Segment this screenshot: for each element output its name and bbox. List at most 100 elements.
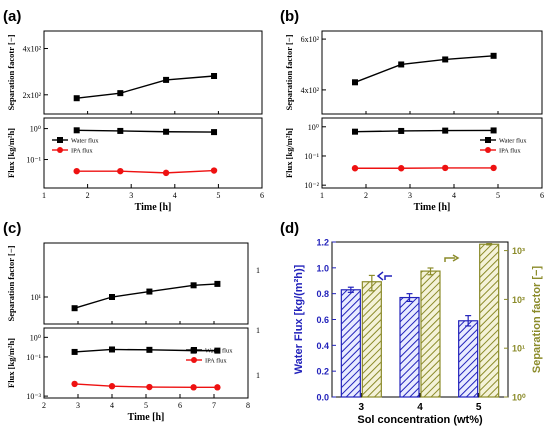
a-top-frame: [43, 30, 263, 115]
d-left-ytick-label: 0.6: [316, 315, 329, 325]
d-bar: [399, 296, 420, 398]
b-bottom-legend-marker: [485, 137, 491, 143]
b-bottom-point: [351, 165, 359, 172]
a-bottom-point: [73, 167, 80, 175]
c-bottom-legend-marker: [191, 357, 197, 363]
d-left-ytick-label: 0.4: [316, 341, 329, 351]
c-top-point: [109, 294, 115, 300]
d-left-ytick-label: 0.2: [316, 367, 329, 377]
b-xtick-label: 4: [452, 191, 456, 200]
b-bottom-point: [490, 164, 497, 172]
b-bottom-point: [490, 127, 497, 134]
a-bottom-point: [117, 127, 124, 134]
b-top-point: [442, 56, 449, 63]
panel-label-d: (d): [280, 220, 299, 237]
b-bottom-point: [398, 127, 405, 134]
c-xtick-label: 8: [246, 401, 250, 410]
c-top-ytick-label: 10¹: [31, 293, 42, 302]
c-xtick-label: 4: [110, 401, 114, 410]
a-top-point: [117, 90, 124, 97]
stray-mark-2: 1: [256, 326, 260, 335]
b-top-frame: [321, 30, 543, 115]
b-bottom-legend-marker: [485, 147, 491, 153]
chart-d: 0.0 0.2 0.4 0.6 0.8 1.0 1.2 10⁰ 10¹ 10² 10³ Water F…: [293, 238, 543, 427]
a-xtick-label: 5: [216, 191, 220, 200]
c-bottom-ytick-label: 10⁰: [30, 333, 41, 342]
a-bottom-point: [73, 127, 80, 134]
b-top-point: [352, 79, 358, 86]
b-top-ytick-label: 4x10²: [301, 86, 320, 95]
d-arrow-left-axis: [376, 271, 392, 281]
chart-c: 10¹ Separation factor [−] 10⁰ 10⁻¹ 10⁻³ Flux …: [6, 242, 250, 423]
a-top-series-line: [76, 75, 215, 99]
b-top-ylabel: Separation factor [−]: [284, 34, 294, 110]
a-bottom-ytick-label: 10⁻¹: [26, 156, 41, 165]
a-xtick-label: 1: [42, 191, 46, 200]
d-xtick-label: 4: [417, 402, 423, 413]
d-bar: [361, 281, 382, 398]
stray-mark-3: 1: [256, 371, 260, 380]
d-arrow-right-axis: [444, 254, 460, 262]
b-top-point: [490, 52, 497, 59]
c-bottom-point: [108, 383, 116, 390]
c-bottom-legend-label: IPA flux: [205, 358, 227, 365]
d-left-ytick-label: 1.0: [316, 263, 329, 273]
d-left-ylabel: Water Flux [kg/(m²h)]: [293, 264, 305, 374]
d-bar: [479, 243, 500, 398]
panel-label-c: (c): [3, 220, 21, 237]
d-right-ytick-label: 10⁰: [512, 393, 526, 403]
stray-mark-1: 1: [256, 266, 260, 275]
d-left-ytick-label: 0.8: [316, 289, 329, 299]
c-xlabel: Time [h]: [128, 412, 165, 423]
a-bottom-frame: [43, 117, 263, 189]
b-bottom-legend-label: Water flux: [499, 138, 527, 145]
c-top-point: [146, 288, 153, 295]
c-xtick-label: 3: [76, 401, 80, 410]
a-bottom-point: [162, 169, 170, 177]
c-bottom-legend-marker: [191, 347, 197, 353]
a-bottom-point: [117, 167, 124, 175]
b-top-series-line: [354, 55, 494, 83]
c-bottom-point: [214, 347, 221, 354]
a-top-point: [163, 76, 170, 83]
a-xtick-label: 6: [260, 191, 264, 200]
b-bottom-ytick-label: 10⁻¹: [304, 152, 319, 161]
b-bottom-ytick-label: 10⁰: [308, 123, 319, 132]
chart-a: 2x10² 4x10² Separation facotr [−] 10⁰ 10⁻¹ Fl…: [6, 30, 264, 213]
a-bottom-point: [210, 167, 218, 174]
c-xtick-label: 5: [144, 401, 148, 410]
a-bottom-point: [163, 128, 170, 135]
a-top-point: [211, 73, 218, 80]
c-bottom-legend-label: Water flux: [205, 348, 233, 355]
chart-b: 4x10² 6x10² Separation factor [−] 10⁰ 10⁻¹ 10…: [284, 30, 544, 213]
b-xtick-label: 6: [540, 191, 544, 200]
a-bottom-point: [211, 129, 218, 136]
c-top-point: [214, 280, 221, 287]
a-xtick-label: 2: [86, 191, 90, 200]
panel-label-a: (a): [3, 8, 21, 25]
b-xlabel: Time [h]: [414, 202, 451, 213]
c-bottom-point: [71, 380, 78, 388]
a-bottom-legend-label: IPA flux: [71, 148, 93, 155]
c-bottom-point: [190, 384, 197, 391]
d-xtick-label: 3: [359, 402, 365, 413]
d-left-ytick-label: 1.2: [316, 238, 329, 248]
c-bottom-point: [146, 346, 153, 353]
a-xtick-label: 3: [129, 191, 133, 200]
c-bottom-point: [214, 384, 221, 391]
a-bottom-legend-label: Water flux: [71, 138, 99, 145]
b-bottom-frame: [321, 117, 543, 189]
d-bar: [420, 270, 441, 398]
b-top-ytick-label: 6x10²: [301, 35, 320, 44]
b-bottom-point: [352, 128, 358, 135]
a-top-ytick-label: 4x10²: [23, 45, 42, 54]
d-right-ylabel: Separation factor [−]: [531, 266, 543, 374]
a-bottom-ylabel: Flux [kg/m²h]: [6, 128, 16, 178]
b-top-point: [398, 61, 405, 68]
b-xtick-label: 2: [364, 191, 368, 200]
c-xtick-label: 7: [212, 401, 216, 410]
c-top-point: [71, 305, 78, 312]
panel-label-b: (b): [280, 8, 299, 25]
d-xlabel: Sol concentration (wt%): [357, 414, 483, 426]
